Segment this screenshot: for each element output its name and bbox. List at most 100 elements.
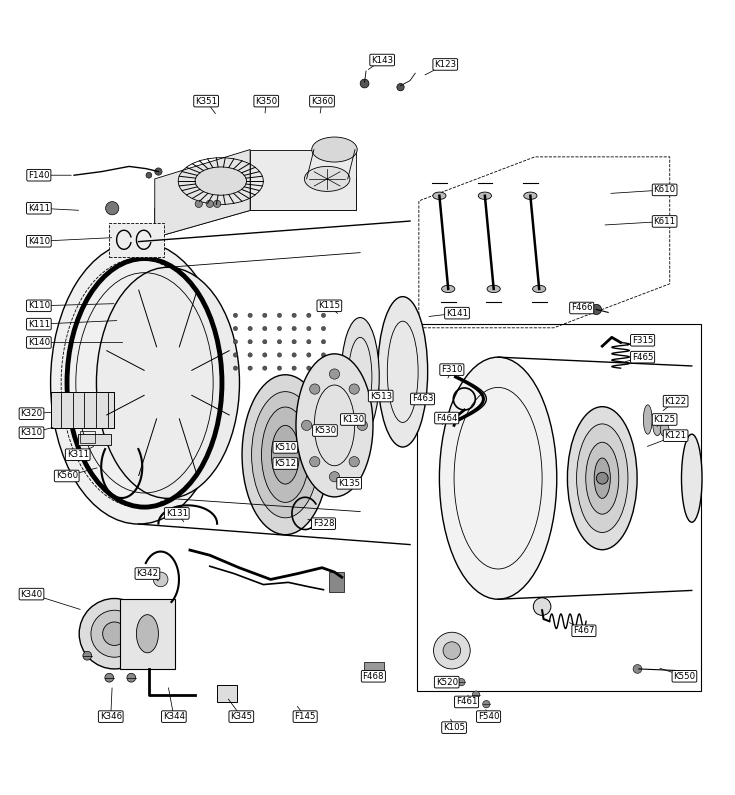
Text: K140: K140 [28,338,50,347]
Circle shape [248,313,252,317]
Circle shape [292,366,296,370]
Circle shape [349,456,359,467]
Circle shape [213,200,220,207]
Text: K520: K520 [436,677,458,687]
Circle shape [248,326,252,331]
Ellipse shape [478,192,492,200]
Text: K512: K512 [274,459,296,468]
Circle shape [248,353,252,357]
Text: K346: K346 [100,712,122,721]
Text: K610: K610 [653,185,675,195]
Text: K115: K115 [318,301,340,310]
Ellipse shape [487,285,501,293]
Circle shape [277,353,282,357]
Text: K611: K611 [653,217,675,226]
Text: F461: F461 [456,697,477,707]
Text: K122: K122 [664,397,686,405]
Polygon shape [155,149,250,238]
Text: K410: K410 [28,237,50,246]
Circle shape [349,384,359,394]
Text: K121: K121 [664,431,686,440]
Circle shape [106,202,119,215]
Circle shape [277,313,282,317]
Circle shape [195,200,202,207]
Ellipse shape [378,297,428,447]
Text: K131: K131 [165,509,188,518]
Circle shape [458,678,465,686]
Circle shape [127,673,136,682]
Text: K351: K351 [195,97,217,106]
Circle shape [473,691,480,698]
Ellipse shape [586,442,619,514]
Circle shape [321,366,326,370]
Circle shape [103,622,126,646]
Text: K360: K360 [311,97,333,106]
Circle shape [306,326,311,331]
Circle shape [321,326,326,331]
Circle shape [306,366,311,370]
Ellipse shape [576,424,628,533]
Circle shape [443,642,461,659]
Circle shape [329,471,340,482]
Circle shape [146,173,152,178]
Text: K340: K340 [21,590,43,599]
Circle shape [306,313,311,317]
Circle shape [292,313,296,317]
Polygon shape [250,149,356,211]
Text: K111: K111 [28,320,50,328]
Circle shape [321,339,326,344]
Ellipse shape [594,458,610,498]
Ellipse shape [242,374,329,535]
Text: K130: K130 [342,415,364,424]
Text: F140: F140 [28,171,49,180]
Circle shape [329,369,340,379]
Polygon shape [329,572,344,592]
Circle shape [306,339,311,344]
Ellipse shape [681,434,702,522]
Circle shape [277,339,282,344]
Circle shape [277,326,282,331]
Text: K310: K310 [21,429,43,437]
Text: K350: K350 [255,97,277,106]
Ellipse shape [341,317,379,436]
Circle shape [292,339,296,344]
Circle shape [79,599,150,669]
Ellipse shape [643,405,652,434]
Text: F466: F466 [571,304,592,312]
Circle shape [292,326,296,331]
Circle shape [91,611,138,657]
Circle shape [357,421,368,431]
Text: F467: F467 [573,626,595,635]
Text: K560: K560 [56,471,78,480]
Text: K510: K510 [274,443,296,452]
Circle shape [596,472,608,484]
Text: F310: F310 [441,365,462,374]
Ellipse shape [442,285,455,293]
Circle shape [309,384,320,394]
Circle shape [206,200,213,207]
Text: F465: F465 [632,353,653,362]
Circle shape [262,313,267,317]
Circle shape [483,700,490,708]
Polygon shape [120,599,175,669]
Text: K513: K513 [370,391,392,401]
Text: K550: K550 [673,672,695,681]
Text: K123: K123 [434,60,456,69]
Circle shape [233,339,237,344]
Ellipse shape [304,166,350,192]
Circle shape [277,366,282,370]
Circle shape [309,456,320,467]
Circle shape [633,665,642,673]
Text: K110: K110 [28,301,50,310]
Ellipse shape [137,615,159,653]
Text: K105: K105 [443,723,465,732]
Circle shape [301,421,312,431]
Text: K143: K143 [371,56,393,64]
Ellipse shape [567,407,637,549]
Circle shape [233,313,237,317]
Text: K411: K411 [28,204,50,213]
Text: F468: F468 [362,672,384,681]
Ellipse shape [660,423,669,436]
Text: K125: K125 [653,415,675,424]
Ellipse shape [296,354,373,497]
